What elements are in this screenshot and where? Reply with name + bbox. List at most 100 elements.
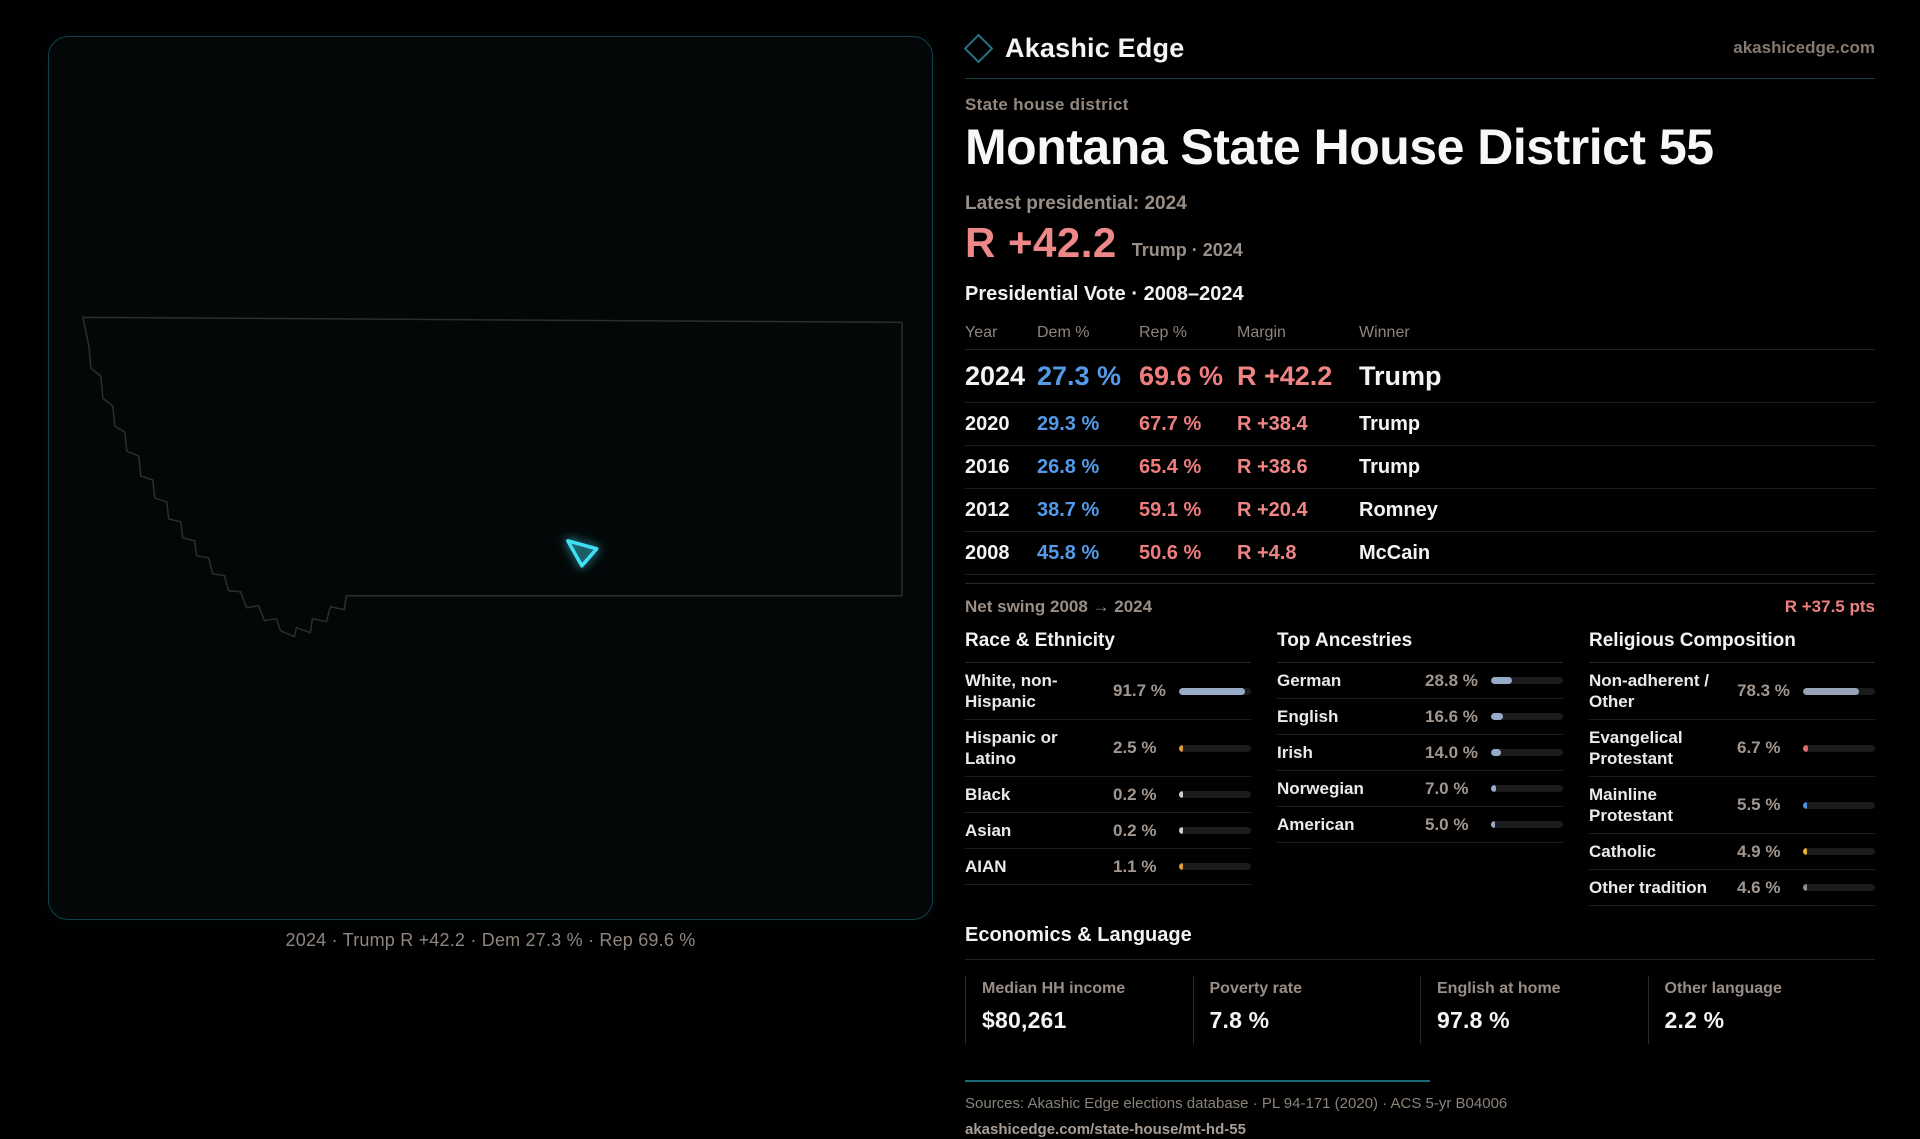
cell-margin: R +38.4 [1237, 412, 1308, 435]
religion-column: Religious Composition Non-adherent / Oth… [1589, 630, 1875, 906]
col-header-dem: Dem % [1037, 323, 1090, 341]
election-table: Year Dem % Rep % Margin Winner 2024 27.3… [965, 316, 1875, 575]
demo-row: Asian 0.2 % [965, 813, 1251, 849]
net-swing-row: Net swing 2008 → 2024 R +37.5 pts [965, 583, 1875, 626]
cell-dem: 26.8 % [1037, 455, 1100, 478]
montana-state-outline [82, 316, 903, 638]
cell-year: 2012 [965, 498, 1010, 521]
cell-year: 2020 [965, 412, 1010, 435]
demo-label: Catholic [1589, 842, 1657, 861]
demo-bar [1179, 687, 1251, 695]
table-row: 2016 26.8 % 65.4 % R +38.6 Trump [965, 446, 1875, 489]
header: Akashic Edge akashicedge.com [963, 26, 1875, 70]
demo-bar [1803, 884, 1875, 891]
district-map-card [48, 36, 933, 920]
cell-rep: 50.6 % [1139, 541, 1202, 564]
election-table-title: Presidential Vote · 2008–2024 [965, 283, 1244, 305]
cell-year: 2024 [965, 360, 1026, 391]
cell-winner: Trump [1359, 412, 1421, 435]
cell-dem: 45.8 % [1037, 541, 1100, 564]
demo-value: 4.9 % [1737, 841, 1781, 861]
demo-bar [1803, 848, 1875, 855]
cell-rep: 67.7 % [1139, 412, 1202, 435]
stat-median-income: Median HH income $80,261 [965, 976, 1193, 1044]
demo-bar [1491, 821, 1563, 828]
net-swing-label: Net swing 2008 → 2024 [965, 597, 1153, 616]
table-row: 2024 27.3 % 69.6 % R +42.2 Trump [965, 350, 1875, 403]
cell-margin: R +4.8 [1237, 541, 1297, 564]
demo-bar [1803, 744, 1875, 752]
net-swing-value: R +37.5 pts [1784, 597, 1875, 616]
col-header-year: Year [965, 323, 998, 341]
demo-row: Evangelical Protestant 6.7 % [1589, 720, 1875, 777]
demo-label: Norwegian [1277, 779, 1364, 798]
district-panel: Akashic Edge akashicedge.com State house… [963, 0, 1875, 1139]
demo-row: Norwegian 7.0 % [1277, 771, 1563, 807]
col-header-winner: Winner [1359, 323, 1410, 341]
economics-title: Economics & Language [965, 924, 1875, 960]
demo-bar [1803, 801, 1875, 809]
stat-label: Other language [1664, 980, 1782, 997]
race-ethnicity-column: Race & Ethnicity White, non-Hispanic 91.… [965, 630, 1251, 906]
demo-row: German 28.8 % [1277, 663, 1563, 699]
table-row: 2020 29.3 % 67.7 % R +38.4 Trump [965, 403, 1875, 446]
demo-row: Mainline Protestant 5.5 % [1589, 777, 1875, 834]
economics-stats: Median HH income $80,261 Poverty rate 7.… [965, 976, 1875, 1044]
demo-label: German [1277, 671, 1342, 690]
permalink[interactable]: akashicedge.com/state-house/mt-hd-55 [965, 1121, 1246, 1138]
economics-section: Economics & Language Median HH income $8… [965, 924, 1875, 1044]
sources-text: Sources: Akashic Edge elections database… [965, 1095, 1508, 1112]
demo-label: Non-adherent / Other [1589, 671, 1709, 711]
demo-value: 28.8 % [1425, 670, 1478, 690]
cell-winner: Trump [1359, 360, 1442, 391]
section-title: Race & Ethnicity [965, 630, 1251, 663]
demo-value: 6.7 % [1737, 738, 1781, 757]
map-caption: 2024 · Trump R +42.2 · Dem 27.3 % · Rep … [285, 930, 696, 950]
latest-margin-row: R +42.2 Trump · 2024 [965, 219, 1875, 267]
cell-margin: R +20.4 [1237, 498, 1308, 521]
cell-margin: R +38.6 [1237, 455, 1308, 478]
demo-label: Asian [965, 821, 1012, 840]
demo-value: 5.0 % [1425, 814, 1469, 834]
stat-label: Median HH income [982, 980, 1126, 997]
section-title: Religious Composition [1589, 630, 1875, 663]
demo-row: Irish 14.0 % [1277, 735, 1563, 771]
demo-value: 4.6 % [1737, 877, 1781, 897]
section-title: Top Ancestries [1277, 630, 1563, 663]
stat-label: English at home [1437, 980, 1561, 997]
stat-label: Poverty rate [1209, 980, 1303, 997]
demo-label: Other tradition [1589, 878, 1708, 897]
cell-margin: R +42.2 [1237, 360, 1333, 391]
cell-winner: McCain [1359, 541, 1431, 564]
footer-divider [965, 1080, 1430, 1082]
brand-name: Akashic Edge [1005, 32, 1185, 63]
cell-rep: 59.1 % [1139, 498, 1202, 521]
demo-label: Mainline Protestant [1589, 785, 1674, 825]
demo-row: Hispanic or Latino 2.5 % [965, 720, 1251, 777]
demo-value: 2.5 % [1113, 738, 1157, 757]
demo-label: Black [965, 785, 1011, 804]
stat-english-at-home: English at home 97.8 % [1420, 976, 1648, 1044]
site-link[interactable]: akashicedge.com [1733, 38, 1875, 57]
demo-bar [1491, 713, 1563, 720]
demo-label: American [1277, 815, 1355, 834]
demo-value: 14.0 % [1425, 742, 1478, 762]
demo-row: English 16.6 % [1277, 699, 1563, 735]
demo-value: 91.7 % [1113, 681, 1166, 700]
district-marker[interactable] [566, 539, 599, 568]
cell-dem: 38.7 % [1037, 498, 1100, 521]
demo-bar [1179, 791, 1251, 798]
stat-value: 97.8 % [1437, 1007, 1510, 1033]
demo-row: American 5.0 % [1277, 807, 1563, 843]
demo-row: Black 0.2 % [965, 777, 1251, 813]
demo-label: Irish [1277, 743, 1313, 762]
demo-bar [1179, 744, 1251, 752]
demo-label: White, non-Hispanic [965, 671, 1058, 711]
demo-row: Other tradition 4.6 % [1589, 870, 1875, 906]
demo-bar [1179, 863, 1251, 870]
page-title: Montana State House District 55 [965, 119, 1714, 175]
demo-bar [1803, 687, 1875, 695]
demo-bar [1491, 785, 1563, 792]
stat-value: 7.8 % [1209, 1007, 1270, 1033]
demo-value: 78.3 % [1737, 681, 1790, 700]
